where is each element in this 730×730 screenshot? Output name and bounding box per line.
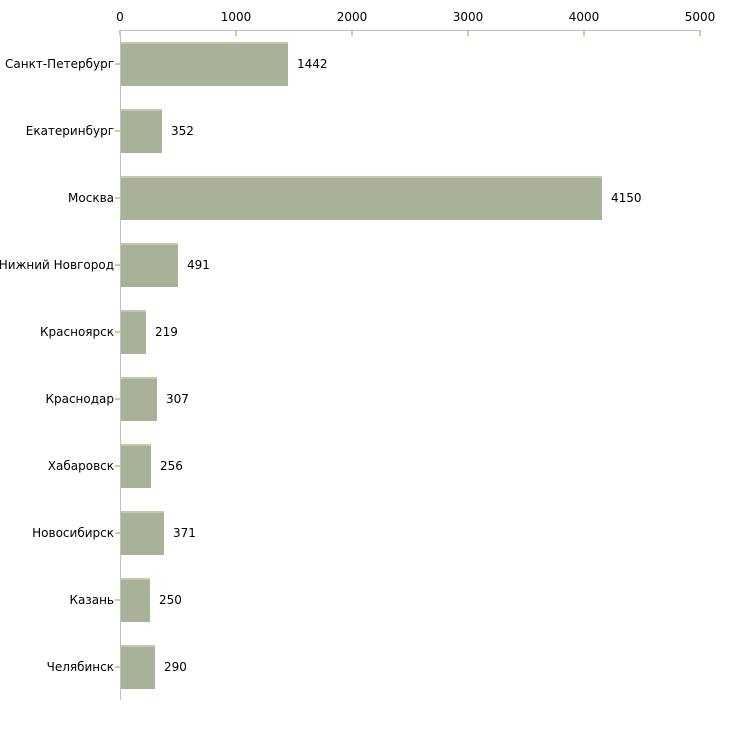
category-tick-mark — [115, 665, 120, 668]
bar — [121, 108, 162, 153]
value-label: 290 — [164, 659, 187, 674]
value-label: 352 — [171, 123, 194, 138]
category-tick-mark — [115, 263, 120, 266]
category-label: Челябинск — [46, 659, 114, 674]
category-tick-mark — [115, 330, 120, 333]
x-tick-mark — [583, 30, 585, 36]
x-tick-label: 0 — [116, 10, 124, 24]
x-tick-mark — [235, 30, 237, 36]
category-label: Нижний Новгород — [0, 257, 114, 272]
x-tick-mark — [699, 30, 701, 36]
bar — [121, 376, 157, 421]
category-label: Москва — [68, 190, 114, 205]
category-label: Краснодар — [45, 391, 114, 406]
bar — [121, 577, 150, 622]
value-label: 4150 — [611, 190, 642, 205]
x-tick-label: 5000 — [684, 10, 716, 24]
x-tick-mark — [119, 30, 121, 36]
x-tick-mark — [467, 30, 469, 36]
x-tick-label: 3000 — [452, 10, 484, 24]
category-label: Санкт-Петербург — [5, 56, 114, 71]
value-label: 307 — [166, 391, 189, 406]
bar — [121, 41, 288, 86]
bar — [121, 242, 178, 287]
value-label: 219 — [155, 324, 178, 339]
category-label: Хабаровск — [47, 458, 114, 473]
bar — [121, 644, 155, 689]
category-tick-mark — [115, 397, 120, 400]
bar — [121, 443, 151, 488]
value-label: 371 — [173, 525, 196, 540]
category-tick-mark — [115, 598, 120, 601]
value-label: 491 — [187, 257, 210, 272]
x-tick-label: 4000 — [568, 10, 600, 24]
x-tick-label: 1000 — [220, 10, 252, 24]
category-label: Красноярск — [40, 324, 114, 339]
x-tick-label: 2000 — [336, 10, 368, 24]
category-tick-mark — [115, 129, 120, 132]
bar — [121, 309, 146, 354]
x-axis-line — [120, 30, 701, 31]
category-label: Новосибирск — [32, 525, 114, 540]
bar — [121, 175, 602, 220]
category-label: Екатеринбург — [25, 123, 114, 138]
y-axis-line — [120, 30, 121, 700]
category-tick-mark — [115, 464, 120, 467]
value-label: 256 — [160, 458, 183, 473]
category-tick-mark — [115, 531, 120, 534]
x-tick-mark — [351, 30, 353, 36]
category-label: Казань — [69, 592, 114, 607]
category-tick-mark — [115, 196, 120, 199]
value-label: 1442 — [297, 56, 328, 71]
bar — [121, 510, 164, 555]
value-label: 250 — [159, 592, 182, 607]
category-tick-mark — [115, 62, 120, 65]
